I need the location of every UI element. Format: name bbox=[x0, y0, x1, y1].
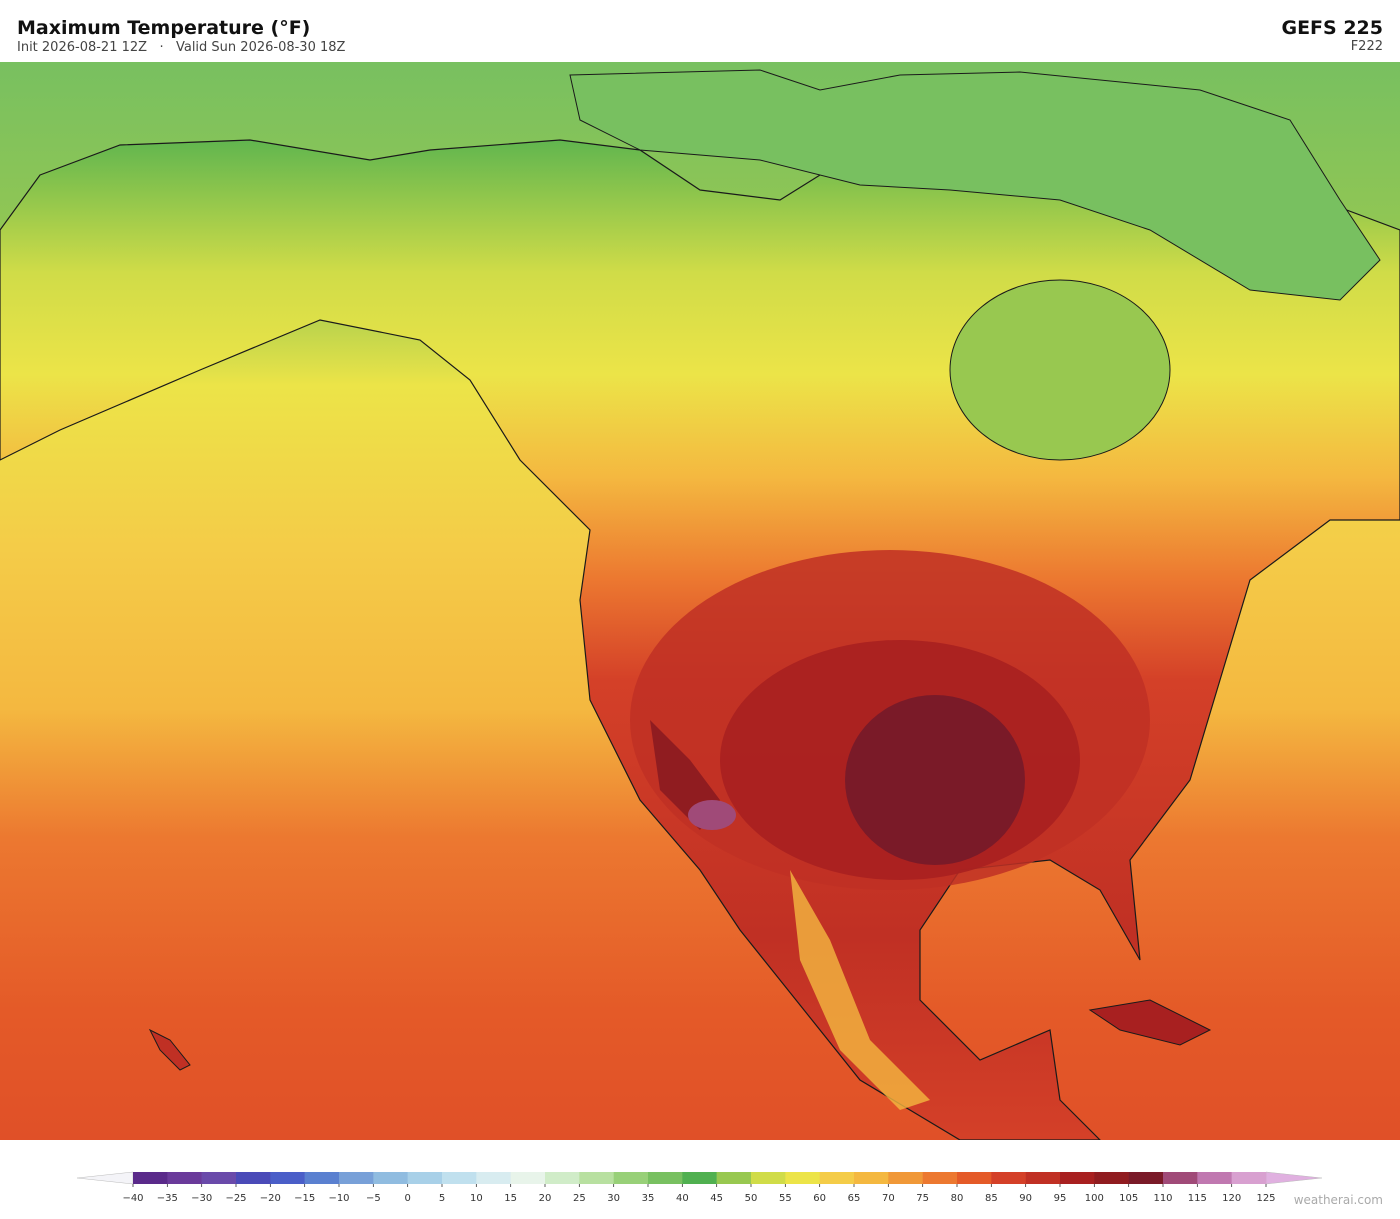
title: Maximum Temperature (°F) bbox=[17, 17, 310, 39]
colorbar-bin bbox=[1197, 1172, 1232, 1184]
colorbar-tick-label: 20 bbox=[539, 1193, 552, 1204]
colorbar-bin bbox=[167, 1172, 202, 1184]
colorbar-bin bbox=[1231, 1172, 1267, 1184]
colorbar-tick-label: −40 bbox=[122, 1193, 143, 1204]
colorbar-tick-label: −20 bbox=[260, 1193, 281, 1204]
colorbar-bin bbox=[1025, 1172, 1061, 1184]
credit: weatherai.com bbox=[1294, 1193, 1383, 1207]
colorbar-tick-label: 5 bbox=[439, 1193, 445, 1204]
colorbar-bin bbox=[957, 1172, 992, 1184]
arctic-islands bbox=[569, 69, 1381, 301]
colorbar-tick-label: −5 bbox=[366, 1193, 381, 1204]
model: GEFS 225 bbox=[1281, 17, 1383, 39]
colorbar-tick-label: 65 bbox=[848, 1193, 861, 1204]
colorbar-tick-label: 35 bbox=[642, 1193, 655, 1204]
colorbar-bin bbox=[922, 1172, 958, 1184]
header-bg bbox=[0, 0, 1400, 62]
colorbar-bin bbox=[133, 1172, 168, 1184]
colorbar-tick-label: 10 bbox=[470, 1193, 483, 1204]
colorbar-bin bbox=[545, 1172, 580, 1184]
colorbar-bin bbox=[1163, 1172, 1198, 1184]
colorbar-tick-label: 100 bbox=[1085, 1193, 1104, 1204]
colorbar-tick-label: −35 bbox=[157, 1193, 178, 1204]
colorbar-bin bbox=[510, 1172, 546, 1184]
mexico-highlands bbox=[790, 870, 930, 1110]
colorbar-tick-label: 80 bbox=[951, 1193, 964, 1204]
colorbar-bin bbox=[716, 1172, 752, 1184]
colorbar-bin bbox=[854, 1172, 889, 1184]
colorbar-bin bbox=[476, 1172, 511, 1184]
colorbar-tick-label: −30 bbox=[191, 1193, 212, 1204]
hudson-bay bbox=[949, 279, 1171, 461]
colorbar-bin bbox=[373, 1172, 408, 1184]
colorbar-bin bbox=[1128, 1172, 1164, 1184]
colorbar-tick-label: −15 bbox=[294, 1193, 315, 1204]
colorbar-bin bbox=[339, 1172, 374, 1184]
colorbar-bin bbox=[613, 1172, 649, 1184]
forecast-hour: F222 bbox=[1351, 39, 1383, 54]
colorbar-tick-label: 25 bbox=[573, 1193, 586, 1204]
colorbar-tick-label: 50 bbox=[745, 1193, 758, 1204]
colorbar-tick-label: 60 bbox=[813, 1193, 826, 1204]
colorbar-bin bbox=[201, 1172, 237, 1184]
colorbar-bin bbox=[407, 1172, 443, 1184]
colorbar-bin bbox=[442, 1172, 477, 1184]
colorbar-tick-label: 90 bbox=[1019, 1193, 1032, 1204]
colorbar-tick-label: 120 bbox=[1222, 1193, 1241, 1204]
colorbar-bin bbox=[1094, 1172, 1129, 1184]
colorbar-tick-label: 40 bbox=[676, 1193, 689, 1204]
colorbar-tick-label: 110 bbox=[1153, 1193, 1172, 1204]
colorbar: −40 −35 −30 −25 −20 −15 −10 −5 0 5 10 15 20 25 30 35 40 4… bbox=[76, 1171, 1323, 1204]
colorbar-bin bbox=[304, 1172, 340, 1184]
hottest-region bbox=[845, 695, 1025, 865]
cuba bbox=[1088, 999, 1212, 1046]
colorbar-bin bbox=[888, 1172, 923, 1184]
colorbar-tick-label: 105 bbox=[1119, 1193, 1138, 1204]
colorbar-tick-label: 125 bbox=[1256, 1193, 1275, 1204]
colorbar-tick-label: 15 bbox=[504, 1193, 517, 1204]
colorbar-tick-label: −10 bbox=[328, 1193, 349, 1204]
colorbar-tick-label: 0 bbox=[404, 1193, 410, 1204]
colorbar-bin bbox=[785, 1172, 820, 1184]
colorbar-bin bbox=[751, 1172, 786, 1184]
extreme-heat bbox=[688, 800, 736, 830]
colorbar-tick-label: 45 bbox=[710, 1193, 723, 1204]
map bbox=[0, 62, 1400, 1141]
hawaii bbox=[148, 1028, 191, 1071]
colorbar-bin bbox=[991, 1172, 1026, 1184]
colorbar-tick-label: 115 bbox=[1188, 1193, 1207, 1204]
colorbar-bin bbox=[236, 1172, 271, 1184]
colorbar-tick-label: 75 bbox=[916, 1193, 929, 1204]
colorbar-bin bbox=[648, 1172, 683, 1184]
colorbar-tick-label: 55 bbox=[779, 1193, 792, 1204]
colorbar-tick-label: 70 bbox=[882, 1193, 895, 1204]
colorbar-bin bbox=[819, 1172, 855, 1184]
colorbar-bin bbox=[270, 1172, 305, 1184]
subtitle: Init 2026-08-21 12Z · Valid Sun 2026-08-… bbox=[17, 40, 346, 55]
colorbar-tick-label: 95 bbox=[1054, 1193, 1067, 1204]
colorbar-tick-label: 85 bbox=[985, 1193, 998, 1204]
colorbar-bin bbox=[579, 1172, 614, 1184]
colorbar-tick-label: 30 bbox=[607, 1193, 620, 1204]
colorbar-tick-label: −25 bbox=[225, 1193, 246, 1204]
colorbar-bin bbox=[682, 1172, 717, 1184]
colorbar-bin bbox=[1060, 1172, 1095, 1184]
